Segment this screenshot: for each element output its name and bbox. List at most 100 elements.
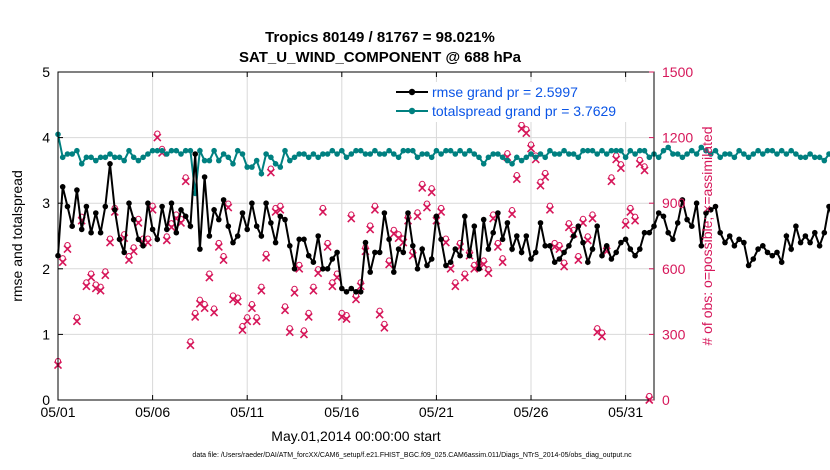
rmse-point — [230, 239, 236, 246]
obs-assimilated-marker — [238, 325, 247, 335]
rmse-point — [812, 229, 818, 236]
spread-point — [755, 147, 761, 154]
obs-possible-marker — [324, 239, 331, 247]
rmse-point — [646, 229, 653, 236]
rmse-point — [201, 174, 208, 180]
legend: rmse grand pr = 2.5997 totalspread grand… — [392, 82, 650, 122]
spread-point — [556, 151, 563, 157]
rmse-point — [542, 243, 548, 249]
rmse-point — [107, 161, 113, 167]
spread-point — [750, 151, 757, 157]
rmse-point — [234, 233, 241, 239]
spread-point — [258, 170, 265, 177]
obs-possible-marker — [381, 320, 388, 327]
spread-point — [116, 154, 123, 161]
obs-possible-marker — [414, 209, 421, 216]
spread-point — [637, 147, 643, 154]
spread-point — [457, 147, 463, 154]
spread-point — [485, 154, 492, 161]
obs-assimilated-marker — [186, 341, 195, 350]
spread-point — [268, 154, 274, 161]
obs-assimilated-marker — [271, 207, 280, 217]
rmse-point — [320, 266, 326, 272]
rmse-point — [797, 239, 804, 246]
spread-point — [490, 151, 497, 157]
obs-assimilated-marker — [309, 286, 318, 295]
y-tick-label: 3 — [42, 195, 50, 211]
spread-point — [230, 161, 236, 167]
rmse-point — [585, 259, 591, 266]
chart-subtitle: SAT_U_WIND_COMPONENT @ 688 hPa — [239, 49, 522, 66]
obs-possible-marker — [163, 233, 170, 240]
spread-point — [670, 151, 676, 157]
spread-point — [528, 151, 534, 157]
spread-point — [424, 151, 430, 157]
obs-assimilated-marker — [522, 129, 531, 138]
spread-point — [64, 151, 71, 157]
rmse-point — [575, 223, 582, 229]
obs-possible-marker — [584, 233, 591, 240]
obs-possible-marker — [523, 126, 530, 133]
spread-point — [509, 161, 515, 167]
obs-possible-marker — [343, 311, 350, 319]
spread-point — [703, 147, 709, 154]
obs-assimilated-marker — [541, 172, 550, 182]
obs-assimilated-marker — [351, 295, 361, 304]
obs-possible-marker — [546, 202, 554, 209]
legend-box — [392, 82, 650, 122]
spread-point — [263, 151, 269, 157]
obs-assimilated-marker — [545, 205, 555, 214]
obs-assimilated-marker — [290, 288, 299, 297]
rmse-point — [192, 151, 198, 157]
rmse-point — [783, 233, 790, 239]
obs-possible-marker — [513, 172, 520, 179]
rmse-point — [499, 236, 506, 243]
rmse-point — [537, 220, 544, 226]
obs-assimilated-marker — [574, 255, 583, 265]
rmse-point — [603, 243, 610, 249]
spread-point — [287, 157, 293, 164]
spread-point — [154, 147, 161, 154]
spread-point — [414, 154, 421, 161]
rmse-point — [97, 229, 104, 236]
spread-point — [580, 147, 586, 154]
rmse-point — [821, 229, 828, 236]
obs-series — [53, 121, 654, 405]
rmse-point — [343, 289, 350, 295]
rmse-point — [116, 236, 123, 243]
x-tick-label: 05/01 — [40, 404, 75, 420]
rmse-point — [774, 249, 780, 256]
y2-tick-label: 1200 — [662, 130, 693, 146]
rmse-point — [726, 233, 733, 239]
spread-point — [348, 151, 355, 157]
rmse-point — [353, 289, 359, 295]
spread-point — [112, 154, 118, 161]
obs-possible-marker — [210, 305, 218, 312]
rmse-point — [641, 229, 648, 236]
spread-point — [802, 154, 809, 161]
rmse-point — [182, 213, 189, 220]
rmse-point — [159, 203, 165, 210]
rmse-point — [518, 249, 525, 256]
rmse-point — [670, 236, 676, 243]
y2-axis-label: # of obs: o=possible; ×=assimilated — [699, 126, 715, 345]
rmse-point — [618, 239, 624, 246]
rmse-point — [556, 256, 563, 262]
rmse-point — [310, 259, 317, 266]
spread-point — [329, 147, 336, 154]
obs-assimilated-marker — [526, 144, 536, 153]
x-axis-label: May.01,2014 00:00:00 start — [271, 428, 441, 444]
x-tick-label: 05/16 — [324, 404, 359, 420]
obs-assimilated-marker — [101, 271, 110, 280]
obs-possible-marker — [622, 217, 629, 225]
obs-assimilated-marker — [63, 245, 72, 254]
rmse-point — [145, 200, 151, 206]
rmse-point — [594, 223, 600, 229]
rmse-point — [750, 256, 757, 262]
obs-assimilated-marker — [214, 242, 223, 251]
obs-possible-marker — [508, 207, 516, 214]
obs-possible-marker — [234, 294, 241, 301]
obs-possible-marker — [631, 213, 639, 220]
rmse-point — [357, 289, 364, 295]
rmse-point — [826, 203, 830, 210]
